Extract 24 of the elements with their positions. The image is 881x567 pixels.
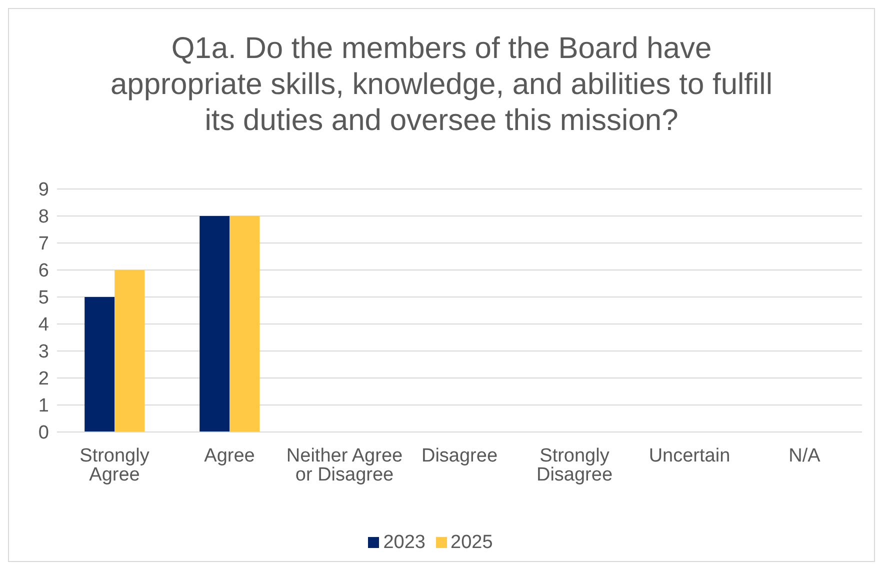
bar bbox=[114, 270, 145, 432]
x-tick-label: Strongly Agree bbox=[80, 445, 150, 486]
chart-title: Q1a. Do the members of the Board have appropriate skills, knowledge, and abilities to fulfill its duties and oversee this mission? bbox=[109, 31, 774, 139]
legend-label: 2023 bbox=[383, 532, 426, 553]
y-tick-label: 1 bbox=[38, 396, 49, 417]
x-tick-label: N/A bbox=[788, 445, 821, 466]
bar bbox=[200, 216, 230, 432]
x-tick-label: Strongly Disagree bbox=[536, 445, 613, 486]
x-tick-label: Neither Agree or Disagree bbox=[286, 445, 403, 486]
x-tick-label: Uncertain bbox=[648, 445, 730, 466]
bar bbox=[230, 216, 260, 432]
legend-label: 2025 bbox=[450, 532, 493, 553]
y-tick-label: 7 bbox=[38, 234, 49, 255]
y-tick-label: 6 bbox=[38, 260, 49, 282]
y-tick-label: 2 bbox=[38, 368, 49, 390]
y-tick-label: 0 bbox=[38, 422, 49, 444]
y-tick-label: 9 bbox=[38, 180, 49, 201]
x-tick-label: Agree bbox=[204, 445, 255, 466]
y-tick-label: 3 bbox=[38, 342, 49, 363]
y-tick-label: 4 bbox=[38, 314, 50, 336]
y-tick-label: 5 bbox=[38, 288, 49, 309]
bar bbox=[84, 297, 115, 432]
y-tick-label: 8 bbox=[38, 206, 49, 228]
x-tick-label: Disagree bbox=[421, 445, 498, 466]
